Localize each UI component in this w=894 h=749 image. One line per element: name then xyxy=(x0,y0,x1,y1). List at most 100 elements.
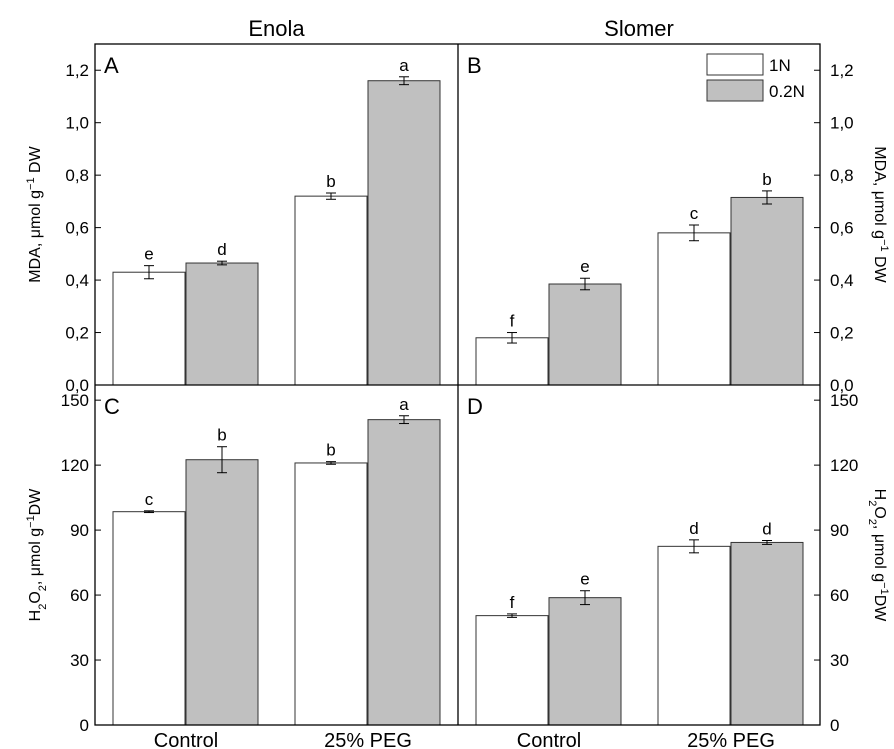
y-tick-label: 30 xyxy=(70,651,89,670)
error-bar xyxy=(326,461,336,465)
bar-d-02N-0 xyxy=(548,597,622,726)
bar-a-1N-0 xyxy=(112,271,186,386)
y-tick-label: 0 xyxy=(830,716,839,735)
significance-letter: b xyxy=(326,172,335,191)
significance-letter: d xyxy=(217,240,226,259)
y-tick-label: 0,0 xyxy=(65,376,89,395)
y-tick-label: 0,8 xyxy=(65,166,89,185)
error-bar xyxy=(580,277,590,291)
legend-swatch xyxy=(706,79,764,102)
significance-letter: b xyxy=(762,170,771,189)
panel-letter-b: B xyxy=(467,53,482,78)
error-bar xyxy=(689,539,699,554)
error-bar xyxy=(580,590,590,606)
x-category-label: Control xyxy=(517,730,581,749)
y-axis-title: MDA, μmol g−1 DW xyxy=(871,146,890,283)
significance-letter: c xyxy=(145,490,154,509)
y-tick-label: 1,2 xyxy=(830,61,854,80)
y-tick-label: 0 xyxy=(80,716,89,735)
significance-letter: b xyxy=(326,441,335,460)
y-tick-label: 90 xyxy=(70,521,89,540)
column-title-enola: Enola xyxy=(248,16,305,41)
legend: 1N 0.2N xyxy=(706,53,805,102)
y-tick-label: 30 xyxy=(830,651,849,670)
significance-letter: e xyxy=(580,257,589,276)
bar-b-1N-1 xyxy=(657,232,731,386)
y-tick-label: 120 xyxy=(830,456,858,475)
x-category-label: Control xyxy=(154,730,218,749)
bar-c-1N-1 xyxy=(294,462,368,726)
y-axis-title: H2O2, μmol g−1DW xyxy=(25,488,49,622)
y-tick-label: 150 xyxy=(61,391,89,410)
y-tick-label: 0,4 xyxy=(65,271,89,290)
significance-letter: a xyxy=(399,395,409,414)
error-bar xyxy=(217,260,227,266)
panel-d: Df d e d xyxy=(467,394,804,726)
significance-letter: d xyxy=(762,519,771,538)
error-bar xyxy=(507,613,517,618)
legend-label: 0.2N xyxy=(769,82,805,101)
y-tick-label: 0,8 xyxy=(830,166,854,185)
y-tick-label: 1,0 xyxy=(830,114,854,133)
legend-label: 1N xyxy=(769,56,791,75)
bar-b-02N-0 xyxy=(548,283,622,386)
bar-d-02N-1 xyxy=(730,541,804,726)
legend-item-1N: 1N xyxy=(706,53,791,76)
legend-swatch xyxy=(706,53,764,76)
significance-letter: a xyxy=(399,56,409,75)
significance-letter: d xyxy=(689,519,698,538)
axes: 0,0 0,2 0,4 0,6 0,8 1,0 1,2 MDA, μmol g−1 DW 0,0… xyxy=(25,61,890,749)
y-tick-label: 1,0 xyxy=(65,114,89,133)
x-category-label: 25% PEG xyxy=(324,730,412,749)
panel-c: Cc b b a xyxy=(104,394,441,726)
y-tick-label: 1,2 xyxy=(65,61,89,80)
significance-letter: f xyxy=(510,312,515,331)
y-tick-label: 120 xyxy=(61,456,89,475)
y-tick-label: 0,2 xyxy=(830,324,854,343)
error-bar xyxy=(762,190,772,205)
bar-a-1N-1 xyxy=(294,195,368,386)
column-title-slomer: Slomer xyxy=(604,16,674,41)
y-tick-label: 0,4 xyxy=(830,271,854,290)
legend-item-02N: 0.2N xyxy=(706,79,805,102)
panel-b: Bf c e b xyxy=(467,53,804,386)
error-bar xyxy=(217,446,227,474)
x-category-label: 25% PEG xyxy=(687,730,775,749)
y-axis-title: H2O2, μmol g−1DW xyxy=(866,489,890,623)
significance-letter: e xyxy=(580,570,589,589)
y-tick-label: 60 xyxy=(70,586,89,605)
y-tick-label: 0,6 xyxy=(65,219,89,238)
panel-a: Ae b d a xyxy=(104,53,441,386)
error-bar xyxy=(762,539,772,545)
error-bar xyxy=(326,192,336,200)
error-bar xyxy=(507,332,517,344)
bar-b-02N-1 xyxy=(730,196,804,386)
panel-letter-c: C xyxy=(104,394,120,419)
panel-letter-d: D xyxy=(467,394,483,419)
error-bar xyxy=(144,510,154,514)
error-bar xyxy=(399,76,409,86)
panels: Ae b d a Bf c e b Cc b b a Df d e d xyxy=(104,53,804,726)
y-tick-label: 90 xyxy=(830,521,849,540)
y-tick-label: 0,0 xyxy=(830,376,854,395)
significance-letter: c xyxy=(690,204,699,223)
bar-c-02N-1 xyxy=(367,419,441,726)
error-bar xyxy=(144,265,154,280)
y-tick-label: 0,2 xyxy=(65,324,89,343)
y-axis-title: MDA, μmol g−1 DW xyxy=(25,145,44,282)
bar-a-02N-0 xyxy=(185,262,259,386)
panel-letter-a: A xyxy=(104,53,119,78)
y-tick-label: 0,6 xyxy=(830,219,854,238)
y-tick-label: 60 xyxy=(830,586,849,605)
bar-c-02N-0 xyxy=(185,459,259,726)
error-bar xyxy=(399,415,409,425)
column-titles: Enola Slomer xyxy=(248,16,673,41)
bar-a-02N-1 xyxy=(367,80,441,386)
significance-letter: f xyxy=(510,593,515,612)
bar-d-1N-1 xyxy=(657,545,731,726)
significance-letter: e xyxy=(144,245,153,264)
significance-letter: b xyxy=(217,426,226,445)
bar-b-1N-0 xyxy=(475,337,549,386)
bar-d-1N-0 xyxy=(475,615,549,726)
